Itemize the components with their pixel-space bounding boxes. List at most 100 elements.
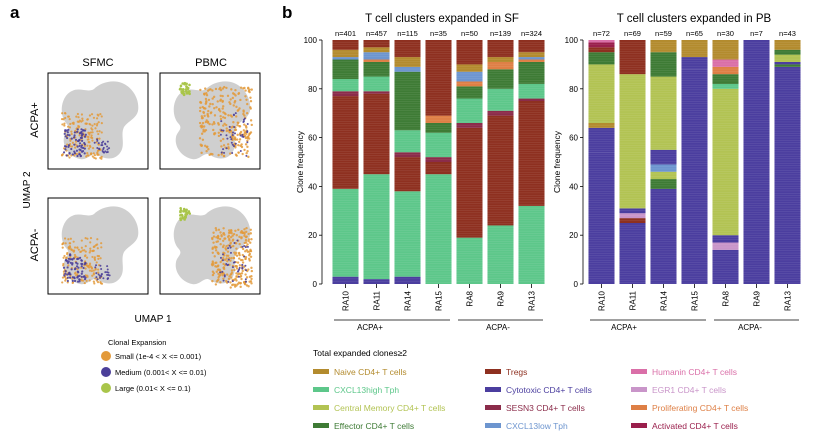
legend-large-dot xyxy=(101,383,111,393)
legend-label: CXCL13high Tph xyxy=(334,385,399,395)
bar-segment xyxy=(394,57,421,67)
x-tick-label: RA9 xyxy=(497,290,506,306)
chart-pb-title: T cell clusters expanded in PB xyxy=(617,13,772,25)
bar-segment xyxy=(681,69,708,284)
bar-segment xyxy=(588,47,615,53)
legend-small-label: Small (1e-4 < X <= 0.001) xyxy=(115,352,202,361)
x-tick-label: RA9 xyxy=(753,290,762,306)
y-tick-label: 0 xyxy=(313,280,318,289)
bar-segment xyxy=(712,66,739,75)
n-label: n=65 xyxy=(686,29,703,38)
y-tick-label: 100 xyxy=(304,36,318,45)
chart-pb: T cell clusters expanded in PB Clone fre… xyxy=(552,13,801,332)
row-label-acpa-pos: ACPA+ xyxy=(29,102,41,138)
y-tick-label: 60 xyxy=(569,134,578,143)
legend-label: Activated CD4+ T cells xyxy=(652,421,738,431)
legend-medium-label: Medium (0.001< X <= 0.01) xyxy=(115,368,207,377)
legend-label: SESN3 CD4+ T cells xyxy=(506,403,585,413)
bar-segment xyxy=(487,115,514,226)
bar-segment xyxy=(456,127,483,238)
bar-segment xyxy=(363,174,390,280)
chart-sf-group-acpa-neg: ACPA- xyxy=(486,323,510,332)
legend-swatch xyxy=(313,423,329,428)
x-tick-label: RA14 xyxy=(660,290,669,311)
bar-segment xyxy=(712,242,739,250)
bar-segment xyxy=(394,71,421,131)
bar-segment xyxy=(425,122,452,133)
bar-segment xyxy=(456,122,483,128)
bar-segment xyxy=(456,237,483,284)
bar-segment xyxy=(487,61,514,70)
bar-segment xyxy=(774,54,801,62)
chart-pb-group-acpa-neg: ACPA- xyxy=(738,323,762,332)
umap-plot xyxy=(47,72,149,170)
bar-segment xyxy=(774,61,801,65)
y-tick-label: 0 xyxy=(574,280,579,289)
row-label-acpa-neg: ACPA- xyxy=(29,228,41,261)
bar-segment xyxy=(363,59,390,62)
legend-label: Effector CD4+ T cells xyxy=(334,421,414,431)
bar-segment xyxy=(425,174,452,284)
bar-segment xyxy=(619,223,646,284)
bar-segment xyxy=(588,127,615,153)
bar-segment xyxy=(487,88,514,111)
bar-segment xyxy=(456,64,483,72)
bar-segment xyxy=(588,42,615,48)
legend-swatch xyxy=(485,387,501,392)
bar-segment xyxy=(650,179,677,189)
bar-segment xyxy=(332,57,359,60)
n-label: n=324 xyxy=(521,29,542,38)
umap-cell-cloud xyxy=(173,206,251,285)
bar-segment xyxy=(774,40,801,50)
chart-pb-group-acpa-pos: ACPA+ xyxy=(611,323,637,332)
bar-segment xyxy=(487,40,514,58)
bar-segment xyxy=(650,188,677,284)
bar-segment xyxy=(332,91,359,97)
bar-segment xyxy=(518,40,545,53)
x-tick-label: RA10 xyxy=(342,290,351,311)
umap-plot xyxy=(47,197,149,295)
x-tick-label: RA13 xyxy=(784,290,793,311)
legend-label: Proliferating CD4+ T cells xyxy=(652,403,748,413)
bar-segment xyxy=(588,122,615,128)
bar-segment xyxy=(712,235,739,243)
bar-segment xyxy=(650,149,677,165)
bar-segment xyxy=(332,79,359,92)
y-tick-label: 80 xyxy=(308,85,317,94)
n-label: n=50 xyxy=(461,29,478,38)
n-label: n=7 xyxy=(750,29,763,38)
bar-segment xyxy=(363,40,390,48)
legend-medium-dot xyxy=(101,367,111,377)
bar-segment xyxy=(650,171,677,180)
bar-segment xyxy=(363,76,390,92)
x-tick-label: RA15 xyxy=(691,290,700,311)
bar-segment xyxy=(774,64,801,67)
bar-segment xyxy=(363,47,390,53)
umap-grid xyxy=(47,72,261,295)
x-tick-label: RA15 xyxy=(435,290,444,311)
n-label: n=69 xyxy=(624,29,641,38)
bar-segment xyxy=(650,40,677,53)
bar-segment xyxy=(518,205,545,284)
bar-segment xyxy=(712,88,739,236)
cluster-legend-title: Total expanded clones≥2 xyxy=(313,348,407,358)
legend-swatch xyxy=(485,369,501,374)
y-tick-label: 20 xyxy=(308,231,317,240)
legend-label: EGR1 CD4+ T cells xyxy=(652,385,726,395)
legend-large-label: Large (0.01< X <= 0.1) xyxy=(115,384,191,393)
n-label: n=59 xyxy=(655,29,672,38)
umap-y-label: UMAP 2 xyxy=(22,171,33,208)
legend-swatch xyxy=(485,423,501,428)
clonal-expansion-legend: Small (1e-4 < X <= 0.001) Medium (0.001<… xyxy=(101,351,207,393)
bar-segment xyxy=(394,191,421,277)
bar-segment xyxy=(619,208,646,214)
bar-segment xyxy=(518,83,545,99)
bar-segment xyxy=(456,98,483,123)
bar-segment xyxy=(425,115,452,123)
n-label: n=115 xyxy=(397,29,418,38)
col-label-pbmc: PBMC xyxy=(195,57,227,69)
legend-label: Tregs xyxy=(506,367,527,377)
legend-small-dot xyxy=(101,351,111,361)
bar-segment xyxy=(487,225,514,284)
x-tick-label: RA8 xyxy=(722,290,731,306)
